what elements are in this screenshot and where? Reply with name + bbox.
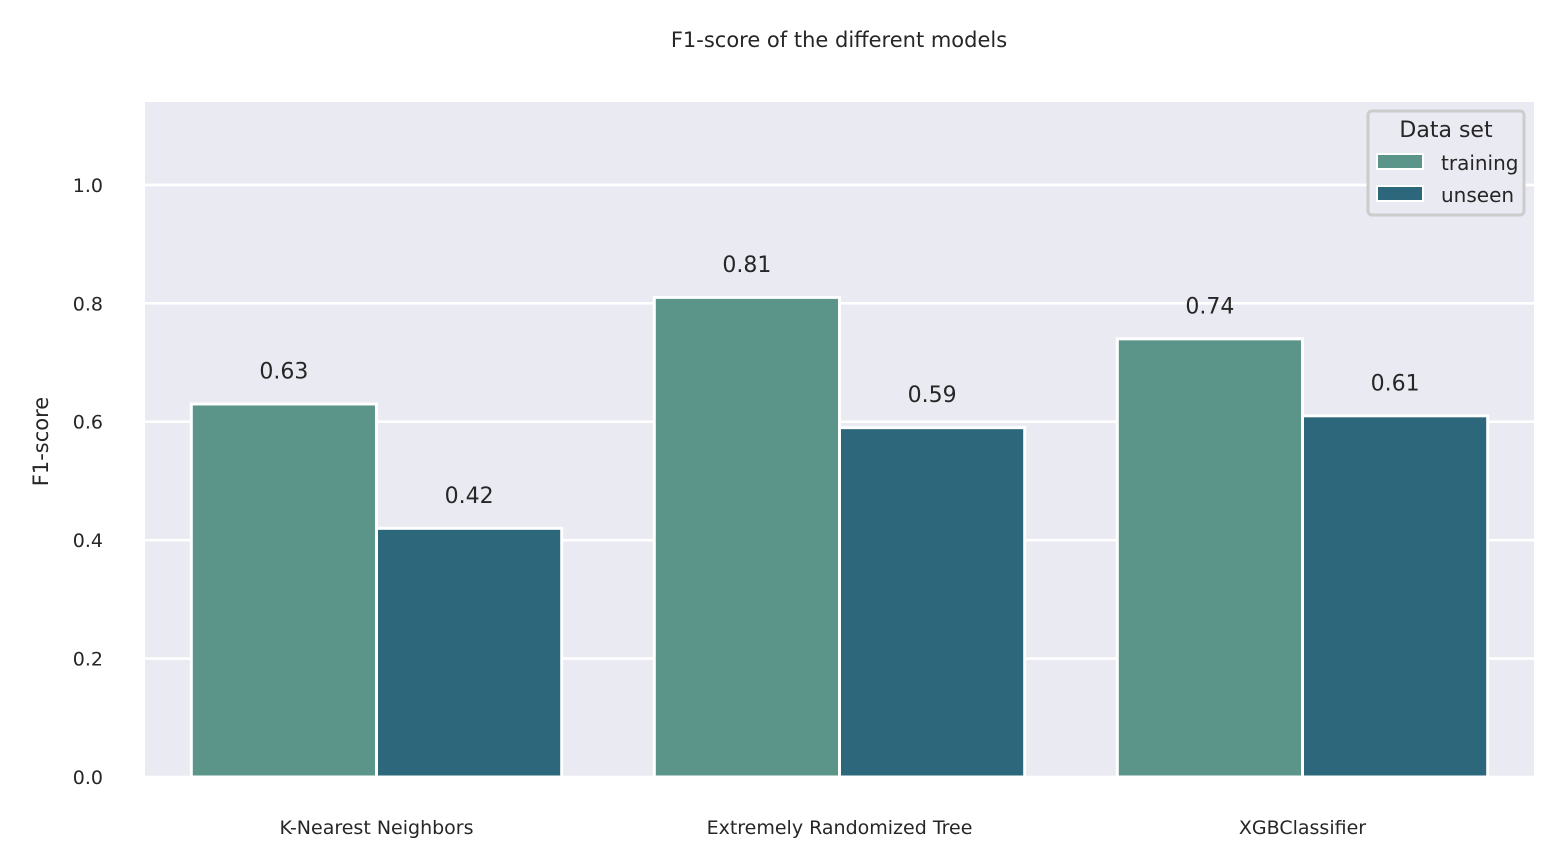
data-labels: 0.63 0.81 0.74 0.42 0.59 0.61 — [259, 253, 1419, 509]
bar-training-0 — [189, 402, 378, 779]
y-tick-label: 1.0 — [73, 175, 103, 197]
bars — [189, 295, 1490, 779]
legend: Data set training unseen — [1366, 109, 1526, 217]
data-label: 0.81 — [722, 253, 771, 278]
chart-title: F1-score of the different models — [671, 28, 1007, 52]
y-tick-label: 0.8 — [73, 293, 103, 315]
legend-swatch-training — [1376, 153, 1424, 170]
x-axis-ticks: K-Nearest Neighbors Extremely Randomized … — [279, 817, 1366, 839]
x-tick-label: Extremely Randomized Tree — [707, 817, 973, 839]
y-tick-label: 0.6 — [73, 412, 103, 434]
x-tick-label: K-Nearest Neighbors — [279, 817, 473, 839]
legend-label-training: training — [1441, 151, 1518, 175]
x-tick-label: XGBClassifier — [1239, 817, 1366, 839]
bar-training-2 — [1115, 337, 1305, 779]
legend-label-unseen: unseen — [1441, 183, 1514, 207]
bar-unseen-2 — [1301, 414, 1490, 779]
bar-training-1 — [652, 295, 841, 779]
data-label: 0.74 — [1185, 294, 1234, 319]
bar-unseen-0 — [375, 526, 564, 779]
data-label: 0.42 — [445, 484, 494, 509]
y-axis-label: F1-score — [29, 397, 53, 486]
data-label: 0.59 — [908, 383, 957, 408]
y-tick-label: 0.0 — [73, 767, 103, 789]
bar-unseen-1 — [838, 426, 1027, 779]
y-tick-label: 0.4 — [73, 530, 103, 552]
legend-title: Data set — [1399, 118, 1493, 143]
legend-swatch-unseen — [1376, 185, 1424, 202]
y-axis-ticks: 0.0 0.2 0.4 0.6 0.8 1.0 — [73, 175, 103, 789]
data-label: 0.61 — [1371, 371, 1420, 396]
data-label: 0.63 — [259, 359, 308, 384]
y-tick-label: 0.2 — [73, 649, 103, 671]
